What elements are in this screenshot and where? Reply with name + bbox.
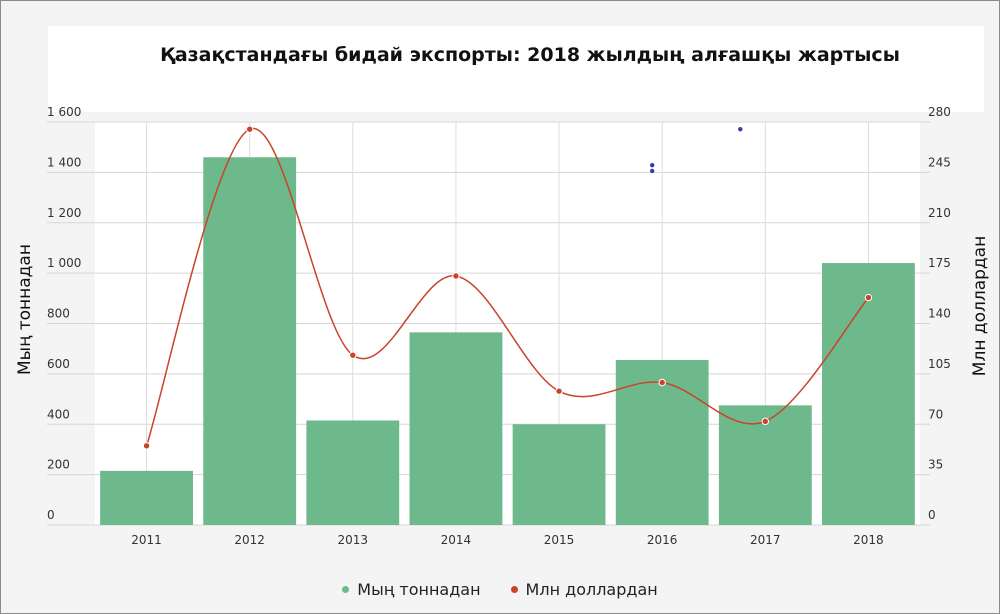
y-tick-left: 1 600 <box>47 105 81 119</box>
y-tick-left: 1 200 <box>47 206 81 220</box>
x-tick-label: 2015 <box>544 533 575 547</box>
bar <box>718 405 812 525</box>
x-tick-label: 2012 <box>234 533 265 547</box>
line-point <box>555 387 563 395</box>
bar <box>100 470 193 525</box>
x-tick-label: 2017 <box>750 533 781 547</box>
legend-item-line: Млн доллардан <box>510 580 658 599</box>
legend: Мың тоннадан Млн доллардан <box>0 580 1000 599</box>
x-tick-label: 2011 <box>131 533 162 547</box>
y-axis-left-label: Мың тоннадан <box>15 244 35 375</box>
y-tick-left: 800 <box>47 307 70 321</box>
axes: 0 0 200 35 400 70 600 105 800 140 1 000 175 1 200 210… <box>47 105 951 547</box>
bar <box>615 360 709 525</box>
bar <box>203 157 297 525</box>
bar <box>512 424 606 525</box>
y-tick-right: 210 <box>928 206 951 220</box>
y-tick-right: 140 <box>928 307 951 321</box>
y-tick-left: 0 <box>47 508 55 522</box>
legend-marker-bars <box>342 586 350 593</box>
y-tick-left: 600 <box>47 357 70 371</box>
x-tick-label: 2014 <box>441 533 472 547</box>
y-tick-right: 280 <box>928 105 951 119</box>
legend-item-bars: Мың тоннадан <box>342 580 481 599</box>
y-tick-left: 400 <box>47 407 70 421</box>
bar <box>822 263 915 525</box>
title-background <box>48 26 984 112</box>
x-tick-label: 2016 <box>647 533 678 547</box>
y-tick-right: 70 <box>928 407 943 421</box>
line-point <box>142 442 151 450</box>
y-tick-left: 1 000 <box>47 256 81 270</box>
line-point <box>452 272 460 280</box>
y-tick-right: 0 <box>928 508 936 522</box>
y-tick-left: 200 <box>47 458 70 472</box>
extra-point <box>738 126 743 132</box>
line-point <box>349 351 357 359</box>
legend-label-line: Млн доллардан <box>525 580 658 599</box>
extra-point <box>649 162 655 168</box>
line-point <box>658 378 666 387</box>
line-series <box>142 125 873 450</box>
line-point <box>245 125 254 133</box>
chart-title: Қазақстандағы бидай экспорты: 2018 жылды… <box>160 44 900 66</box>
line-point <box>864 293 873 302</box>
y-tick-right: 245 <box>928 155 951 169</box>
y-tick-right: 35 <box>928 458 943 472</box>
bar <box>306 420 400 525</box>
y-tick-right: 175 <box>928 256 951 270</box>
line-point <box>761 417 770 426</box>
x-tick-label: 2013 <box>338 533 369 547</box>
y-tick-right: 105 <box>928 357 951 371</box>
legend-label-bars: Мың тоннадан <box>357 580 481 599</box>
bars <box>100 157 915 525</box>
legend-marker-line <box>510 586 518 593</box>
y-axis-right-label: Млн доллардан <box>970 235 990 377</box>
bar <box>409 332 503 525</box>
x-tick-label: 2018 <box>853 533 884 547</box>
extra-point <box>649 168 655 174</box>
y-tick-left: 1 400 <box>47 155 81 169</box>
